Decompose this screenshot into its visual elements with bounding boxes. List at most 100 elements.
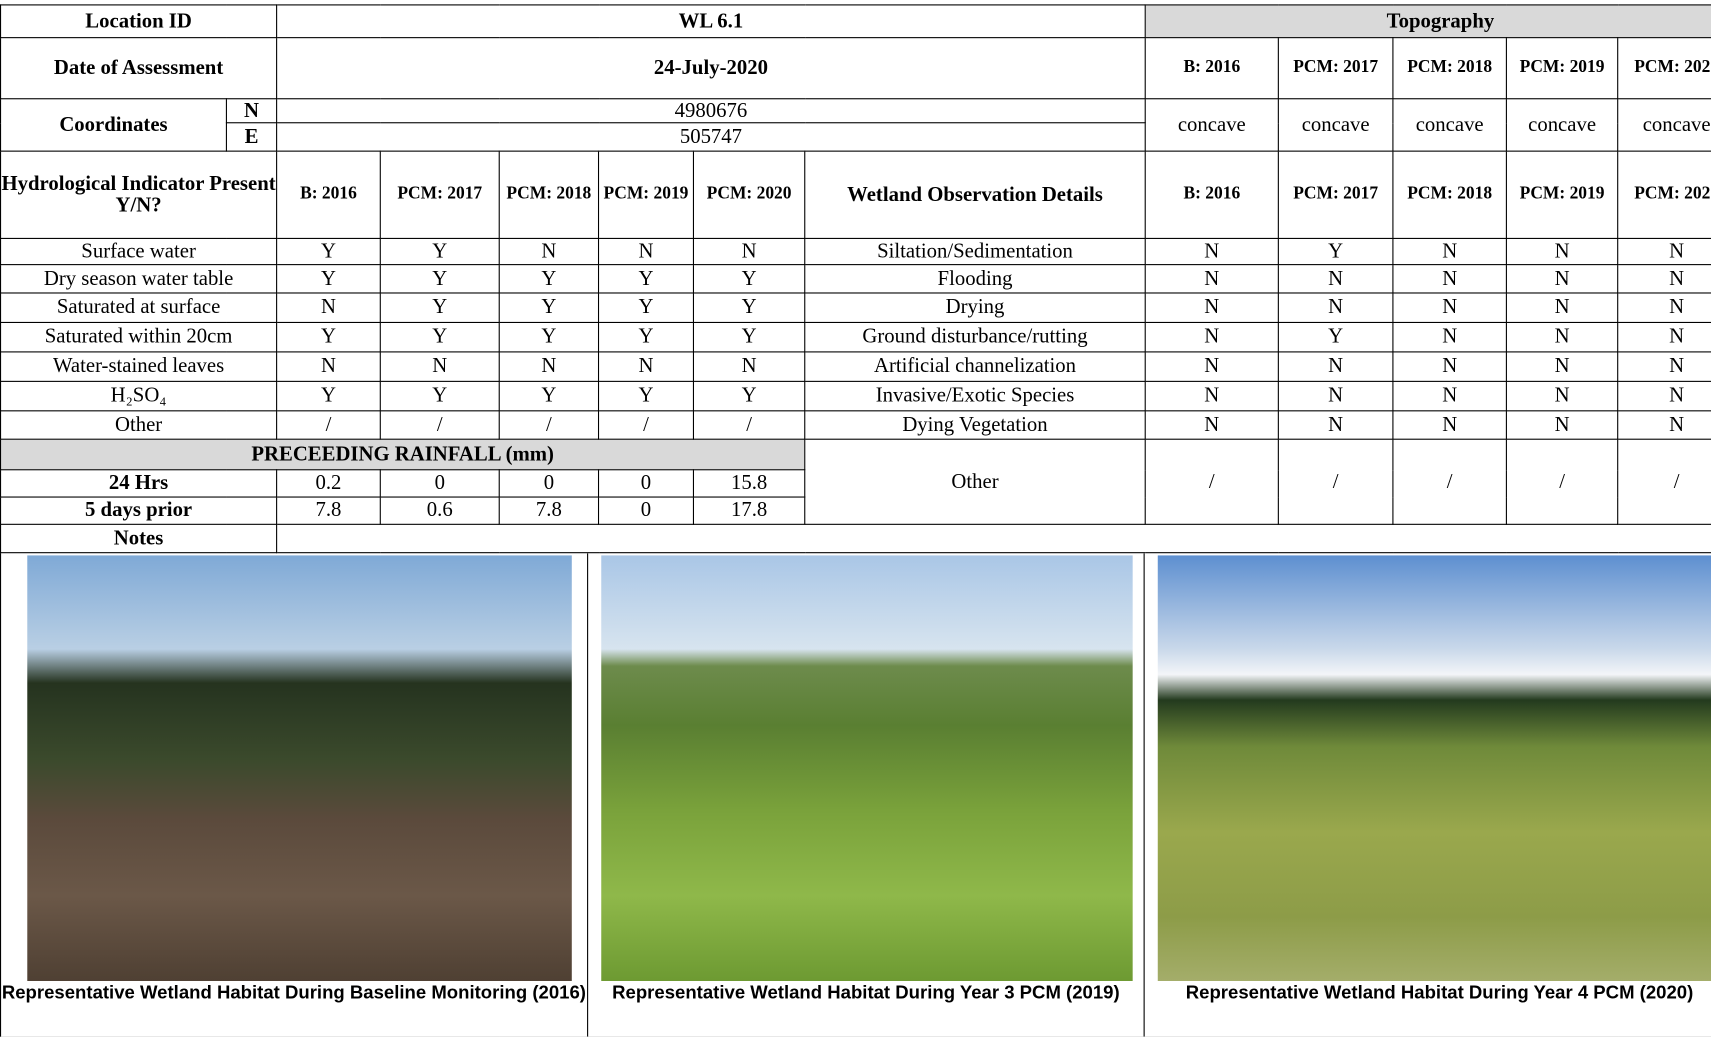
table-cell: N — [1505, 380, 1619, 412]
table-cell: N — [1505, 410, 1619, 440]
table-cell: N — [1144, 237, 1279, 266]
table-cell: 5 days prior — [0, 496, 278, 525]
table-cell: Y — [1277, 321, 1394, 353]
table-row: E 505747 — [1, 122, 1711, 152]
table-cell: / — [692, 410, 806, 440]
table-row: Location ID WL 6.1 Topography — [0, 4, 1711, 39]
label-cell: Notes — [0, 523, 278, 554]
table-cell: PCM: 2017 — [1277, 37, 1394, 100]
table-cell: N — [1144, 292, 1279, 323]
table-cell: N — [1392, 292, 1507, 323]
photo-strip: Representative Wetland Habitat During Ba… — [1, 553, 1711, 1037]
table-cell: 24-July-2020 — [276, 37, 1146, 100]
photo — [600, 555, 1134, 981]
table-cell: Invasive/Exotic Species — [804, 380, 1146, 412]
table-cell: B: 2016 — [1144, 150, 1279, 239]
table-cell: / — [1277, 438, 1394, 525]
table-cell: Surface water — [0, 237, 278, 266]
table-cell: PCM: 2020 — [1617, 37, 1711, 100]
table-cell: N — [597, 351, 695, 382]
table-cell: Y — [379, 380, 500, 412]
table-cell: concave — [1505, 98, 1619, 152]
table-cell: N — [1505, 292, 1619, 323]
table-cell: Artificial channelization — [804, 351, 1146, 382]
table-cell: N — [1505, 264, 1619, 294]
table-cell: Other — [0, 410, 278, 440]
table-cell: N — [498, 351, 600, 382]
table-cell: N — [1277, 292, 1394, 323]
table-cell: / — [1617, 438, 1711, 525]
table-cell: Water-stained leaves — [0, 351, 278, 382]
table-cell: N — [1277, 410, 1394, 440]
table-cell: N — [1617, 321, 1711, 353]
photo-row: Representative Wetland Habitat During Ba… — [0, 552, 1711, 1037]
table-cell: 0 — [379, 469, 500, 498]
table-row: H₂SO₄ Y Y Y Y Y Invasive/Exotic Species N N N N N — [0, 380, 1711, 412]
table-cell: B: 2016 — [276, 150, 381, 239]
table-cell: WL 6.1 — [276, 4, 1146, 39]
table-cell: Y — [379, 264, 500, 294]
table-cell: Y — [597, 292, 695, 323]
table-cell: concave — [1392, 98, 1507, 152]
table-row: Notes — [0, 523, 1711, 554]
table-cell: 24 Hrs — [0, 469, 278, 498]
table-cell: Saturated at surface — [0, 292, 278, 323]
table-cell: Y — [498, 380, 600, 412]
table-cell: PCM: 2019 — [597, 150, 695, 239]
table-cell: Other — [804, 438, 1146, 525]
table-cell: N — [1277, 264, 1394, 294]
table-cell: / — [1144, 438, 1279, 525]
table-cell: N — [1144, 410, 1279, 440]
table-cell: concave — [1144, 98, 1279, 152]
table-cell: / — [597, 410, 695, 440]
table-cell: / — [1505, 438, 1619, 525]
table-cell: N — [1392, 351, 1507, 382]
table-cell: / — [498, 410, 600, 440]
table-cell: Y — [498, 321, 600, 353]
table-cell: N — [1617, 380, 1711, 412]
table-cell: PCM: 2019 — [1505, 150, 1619, 239]
table-cell: Y — [498, 292, 600, 323]
table-cell: N — [1617, 410, 1711, 440]
table-cell: Y — [692, 321, 806, 353]
table-cell: N — [1277, 351, 1394, 382]
table-cell: 7.8 — [276, 496, 381, 525]
table-cell: Dry season water table — [0, 264, 278, 294]
photo — [1158, 555, 1711, 981]
table-cell: Y — [498, 264, 600, 294]
table-cell: Flooding — [804, 264, 1146, 294]
table-cell — [276, 523, 1711, 554]
table-cell: Y — [276, 380, 381, 412]
table-cell: N — [1144, 380, 1279, 412]
table-cell: Ground disturbance/rutting — [804, 321, 1146, 353]
table-cell: 15.8 — [692, 469, 806, 498]
photo-panel: Representative Wetland Habitat During Ye… — [588, 553, 1146, 1037]
table-cell: PCM: 2020 — [692, 150, 806, 239]
header-cell: Wetland Observation Details — [804, 150, 1146, 239]
table-cell: N — [1144, 351, 1279, 382]
table-cell: N — [1392, 321, 1507, 353]
label-cell: Date of Assessment — [0, 37, 278, 100]
table-cell: N — [1392, 264, 1507, 294]
table-cell: Y — [597, 380, 695, 412]
table-cell: N — [225, 98, 278, 124]
table-cell: Y — [276, 237, 381, 266]
table-cell: Y — [379, 292, 500, 323]
table-cell: / — [379, 410, 500, 440]
table-cell: N — [692, 351, 806, 382]
table-cell: Y — [597, 264, 695, 294]
table-cell: 0 — [597, 469, 695, 498]
table-row: Dry season water table Y Y Y Y Y Flooding N N N N N — [0, 264, 1711, 294]
table-cell: Y — [276, 321, 381, 353]
table-cell: PCM: 2020 — [1617, 150, 1711, 239]
table-cell: N — [1505, 321, 1619, 353]
table-row: Saturated at surface N Y Y Y Y Drying N N N N N — [0, 292, 1711, 323]
table-cell: H₂SO₄ — [0, 380, 278, 412]
table-cell: N — [1505, 351, 1619, 382]
table-row: Other / / / / / Dying Vegetation N N N N N — [0, 410, 1711, 440]
table-cell: N — [276, 292, 381, 323]
table-cell: 505747 — [276, 122, 1146, 152]
photo-caption: Representative Wetland Habitat During Ba… — [1, 982, 586, 1003]
table-row: PRECEEDING RAINFALL (mm) Other / / / / / — [0, 438, 1711, 525]
